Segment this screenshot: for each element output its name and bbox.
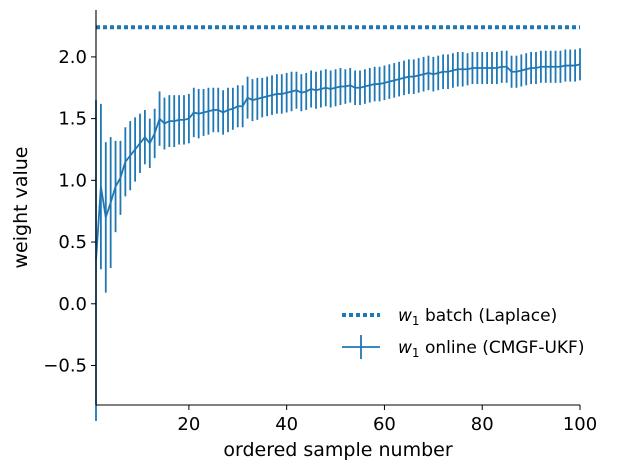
- x-axis-title: ordered sample number: [223, 439, 452, 461]
- y-tick-label: 0.0: [58, 294, 87, 315]
- legend-label-batch: w1 batch (Laplace): [398, 306, 557, 328]
- y-axis-title: weight value: [10, 147, 32, 269]
- legend-label-online: w1 online (CMGF-UKF): [398, 338, 584, 360]
- x-tick-label: 100: [563, 414, 597, 435]
- y-tick-label: 1.5: [58, 109, 87, 130]
- y-tick-label: 0.5: [58, 232, 87, 253]
- y-axis-ticks: −0.5 0.0 0.5 1.0 1.5 2.0: [43, 47, 96, 377]
- online-series-line: [95, 63, 581, 261]
- x-tick-label: 60: [373, 414, 396, 435]
- x-axis-ticks: 20 40 60 80 100: [177, 405, 597, 435]
- x-tick-label: 20: [177, 414, 200, 435]
- y-tick-label: 2.0: [58, 47, 87, 68]
- x-tick-label: 40: [275, 414, 298, 435]
- y-tick-label: 1.0: [58, 170, 87, 191]
- x-tick-label: 80: [471, 414, 494, 435]
- plot-area: [95, 25, 581, 422]
- y-tick-label: −0.5: [43, 356, 87, 377]
- errorbar-group: [95, 48, 581, 422]
- legend: w1 batch (Laplace) w1 online (CMGF-UKF): [342, 306, 584, 360]
